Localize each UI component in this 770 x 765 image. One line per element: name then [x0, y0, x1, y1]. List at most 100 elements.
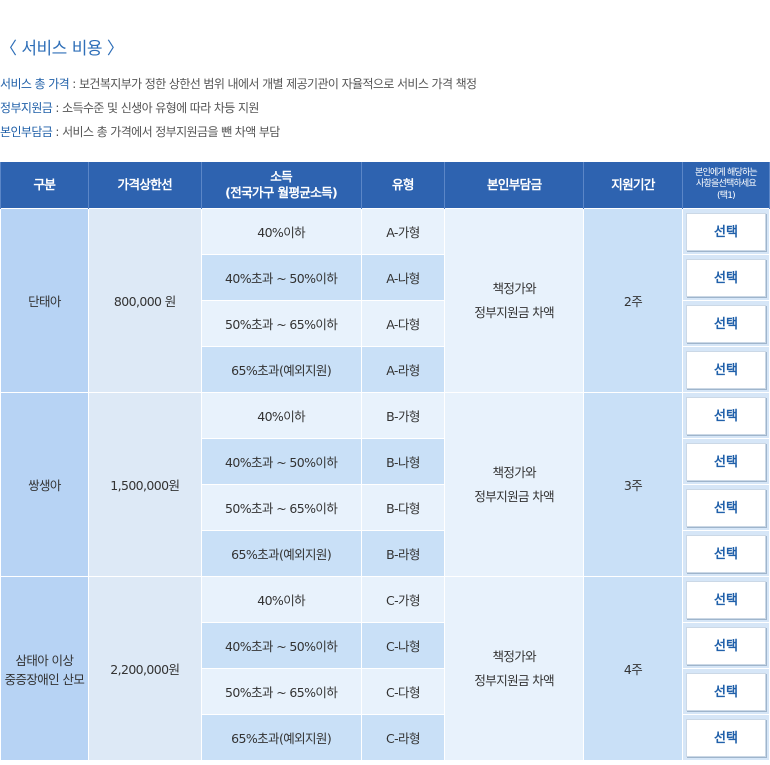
description-key: 정부지원금 — [0, 101, 53, 115]
income-cell: 40%초과 ~ 50%이하 — [200, 622, 362, 669]
category-cell: 단태아 — [0, 208, 89, 393]
select-button-a-na[interactable]: 선택 — [685, 258, 766, 297]
type-cell: C-가형 — [360, 576, 446, 623]
income-cell: 50%초과 ~ 65%이하 — [200, 300, 362, 347]
header-select: 본인에게 해당하는 사항을선택하세요 (택1) — [681, 162, 770, 209]
select-cell: 선택 — [681, 208, 770, 255]
self-pay-line2: 정부지원금 차액 — [474, 672, 555, 688]
select-button-b-ga[interactable]: 선택 — [685, 396, 766, 435]
select-button-a-ra[interactable]: 선택 — [685, 350, 766, 389]
income-cell: 50%초과 ~ 65%이하 — [200, 668, 362, 715]
header-category: 구분 — [0, 162, 89, 209]
header-self-pay: 본인부담금 — [444, 162, 585, 209]
type-cell: B-나형 — [360, 438, 446, 485]
select-cell: 선택 — [681, 622, 770, 669]
income-cell: 40%이하 — [200, 208, 362, 255]
income-cell: 40%이하 — [200, 576, 362, 623]
table-row: 50%초과 ~ 65%이하 B-다형 선택 — [1, 484, 770, 531]
price-cap-cell: 2,200,000원 — [87, 576, 202, 761]
type-cell: C-나형 — [360, 622, 446, 669]
select-cell: 선택 — [681, 530, 770, 577]
select-cell: 선택 — [681, 576, 770, 623]
select-button-a-ga[interactable]: 선택 — [685, 212, 766, 251]
category-line1: 삼태아 이상 — [15, 652, 74, 668]
period-cell: 2주 — [583, 208, 683, 393]
select-cell: 선택 — [681, 438, 770, 485]
select-button-b-ra[interactable]: 선택 — [685, 534, 766, 573]
select-button-a-da[interactable]: 선택 — [685, 304, 766, 343]
header-period: 지원기간 — [583, 162, 683, 209]
income-cell: 65%초과(예외지원) — [200, 530, 362, 577]
table-row: 65%초과(예외지원) C-라형 선택 — [1, 714, 770, 761]
self-pay-line2: 정부지원금 차액 — [474, 304, 555, 320]
page-title: 〈 서비스 비용 〉 — [0, 39, 124, 59]
type-cell: B-가형 — [360, 392, 446, 439]
income-cell: 40%초과 ~ 50%이하 — [200, 254, 362, 301]
select-button-b-da[interactable]: 선택 — [685, 488, 766, 527]
income-cell: 40%이하 — [200, 392, 362, 439]
description-total-price: 서비스 총 가격 : 보건복지부가 정한 상한선 범위 내에서 개별 제공기관이… — [0, 75, 477, 92]
description-key: 서비스 총 가격 — [0, 77, 70, 91]
header-select-line2: 사항을선택하세요 — [696, 179, 757, 190]
table-row: 65%초과(예외지원) B-라형 선택 — [1, 530, 770, 577]
self-pay-line1: 책정가와 — [492, 280, 537, 296]
header-type: 유형 — [360, 162, 446, 209]
type-cell: A-나형 — [360, 254, 446, 301]
header-income-line2: (전국가구 월평균소득) — [225, 185, 338, 200]
select-button-c-ga[interactable]: 선택 — [685, 580, 766, 619]
select-cell: 선택 — [681, 484, 770, 531]
category-cell: 삼태아 이상 중증장애인 산모 — [0, 576, 89, 761]
type-cell: B-라형 — [360, 530, 446, 577]
select-button-c-da[interactable]: 선택 — [685, 672, 766, 711]
description-text: : 보건복지부가 정한 상한선 범위 내에서 개별 제공기관이 자율적으로 서비… — [69, 77, 477, 91]
type-cell: A-가형 — [360, 208, 446, 255]
select-cell: 선택 — [681, 300, 770, 347]
self-pay-line1: 책정가와 — [492, 464, 537, 480]
table-row: 50%초과 ~ 65%이하 C-다형 선택 — [1, 668, 770, 715]
table-row: 40%초과 ~ 50%이하 B-나형 선택 — [1, 438, 770, 485]
income-cell: 65%초과(예외지원) — [200, 346, 362, 393]
header-select-line3: (택1) — [717, 190, 736, 201]
header-select-line1: 본인에게 해당하는 — [695, 168, 758, 179]
type-cell: A-라형 — [360, 346, 446, 393]
income-cell: 40%초과 ~ 50%이하 — [200, 438, 362, 485]
period-cell: 3주 — [583, 392, 683, 577]
select-cell: 선택 — [681, 714, 770, 761]
type-cell: C-라형 — [360, 714, 446, 761]
select-button-c-ra[interactable]: 선택 — [685, 718, 766, 757]
header-price-cap: 가격상한선 — [87, 162, 202, 209]
description-gov-subsidy: 정부지원금 : 소득수준 및 신생아 유형에 따라 차등 지원 — [0, 99, 259, 116]
table-header-row: 구분 가격상한선 소득 (전국가구 월평균소득) 유형 본인부담금 지원기간 본인… — [0, 162, 770, 209]
table-row: 65%초과(예외지원) A-라형 선택 — [1, 346, 770, 393]
select-cell: 선택 — [681, 392, 770, 439]
table-row: 삼태아 이상 중증장애인 산모 2,200,000원 40%이하 C-가형 책정가… — [0, 576, 770, 761]
select-button-c-na[interactable]: 선택 — [685, 626, 766, 665]
description-self-pay: 본인부담금 : 서비스 총 가격에서 정부지원금을 뺀 차액 부담 — [0, 123, 280, 140]
header-income: 소득 (전국가구 월평균소득) — [200, 162, 362, 209]
select-cell: 선택 — [681, 346, 770, 393]
type-cell: B-다형 — [360, 484, 446, 531]
category-cell: 쌍생아 — [0, 392, 89, 577]
type-cell: C-다형 — [360, 668, 446, 715]
description-text: : 소득수준 및 신생아 유형에 따라 차등 지원 — [52, 101, 259, 115]
table-row: 40%초과 ~ 50%이하 A-나형 선택 — [1, 254, 770, 301]
description-text: : 서비스 총 가격에서 정부지원금을 뺀 차액 부담 — [52, 125, 280, 139]
price-cap-cell: 1,500,000원 — [87, 392, 202, 577]
self-pay-line1: 책정가와 — [492, 648, 537, 664]
price-cap-cell: 800,000 원 — [87, 208, 202, 393]
select-cell: 선택 — [681, 668, 770, 715]
income-cell: 65%초과(예외지원) — [200, 714, 362, 761]
income-cell: 50%초과 ~ 65%이하 — [200, 484, 362, 531]
table-row: 50%초과 ~ 65%이하 A-다형 선택 — [1, 300, 770, 347]
select-cell: 선택 — [681, 254, 770, 301]
type-cell: A-다형 — [360, 300, 446, 347]
table-row: 40%초과 ~ 50%이하 C-나형 선택 — [1, 622, 770, 669]
service-cost-table: 구분 가격상한선 소득 (전국가구 월평균소득) 유형 본인부담금 지원기간 본인… — [0, 162, 770, 761]
period-cell: 4주 — [583, 576, 683, 761]
self-pay-line2: 정부지원금 차액 — [474, 488, 555, 504]
select-button-b-na[interactable]: 선택 — [685, 442, 766, 481]
